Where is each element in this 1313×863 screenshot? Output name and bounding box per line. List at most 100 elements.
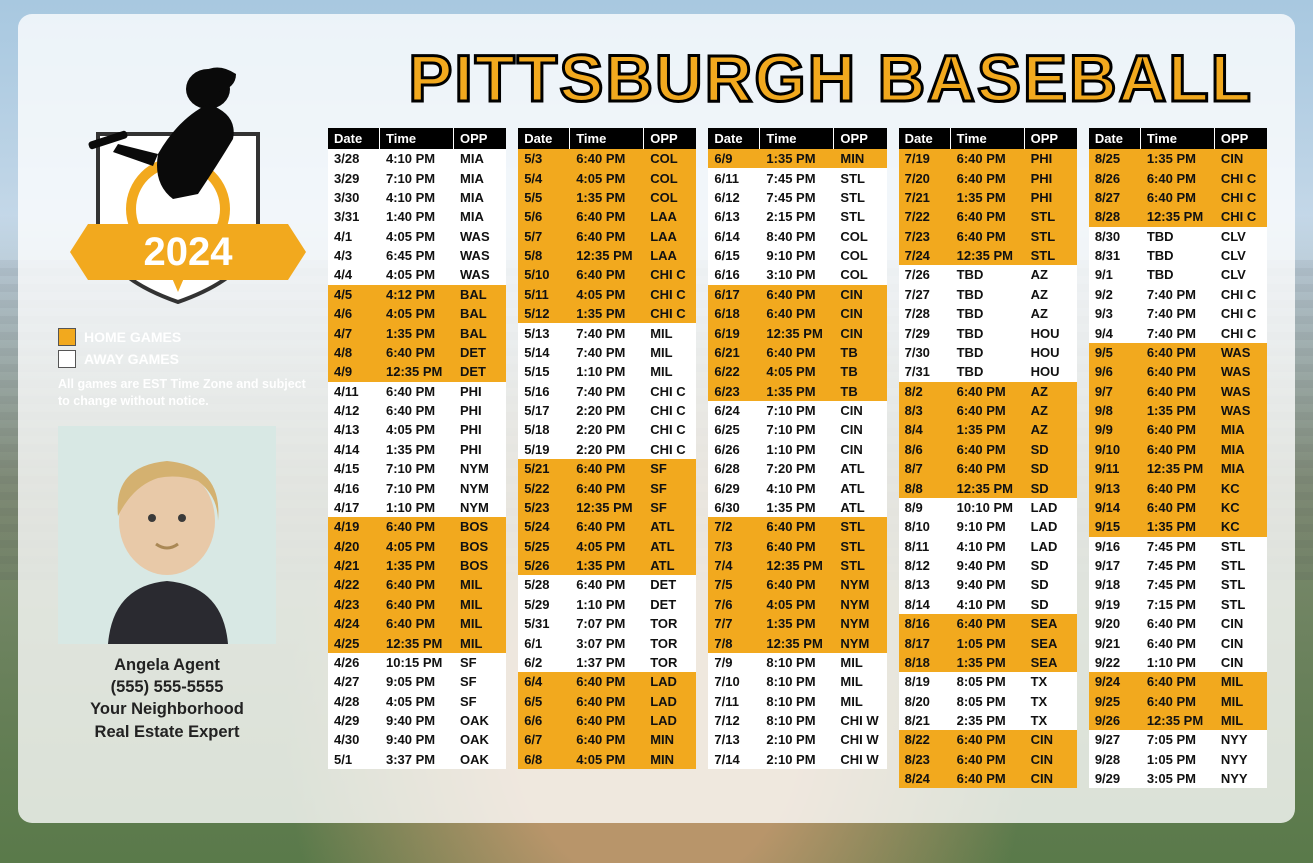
game-time: 4:10 PM — [760, 478, 834, 497]
game-date: 9/18 — [1089, 575, 1141, 594]
game-time: TBD — [951, 343, 1025, 362]
game-opp: CHI C — [1215, 168, 1267, 187]
game-date: 5/19 — [518, 440, 570, 459]
game-time: 8:10 PM — [760, 653, 834, 672]
game-row: 7/236:40 PMSTL — [899, 227, 1077, 246]
game-time: 12:35 PM — [951, 478, 1025, 497]
game-opp: MIL — [454, 614, 506, 633]
game-date: 6/2 — [518, 653, 570, 672]
game-row: 7/412:35 PMSTL — [708, 556, 886, 575]
game-opp: LAD — [1025, 517, 1077, 536]
game-row: 9/1TBDCLV — [1089, 265, 1267, 284]
game-date: 7/9 — [708, 653, 760, 672]
game-row: 8/266:40 PMCHI C — [1089, 168, 1267, 187]
schedule-column: DateTimeOPP5/36:40 PMCOL5/44:05 PMCOL5/5… — [518, 128, 696, 805]
left-column: 2024 HOME GAMES AWAY GAMES All games are… — [58, 44, 318, 743]
game-row: 6/1912:35 PMCIN — [708, 323, 886, 342]
schedule-rows: 7/196:40 PMPHI7/206:40 PMPHI7/211:35 PMP… — [899, 149, 1077, 788]
game-opp: CHI C — [1215, 207, 1267, 226]
game-row: 4/14:05 PMWAS — [328, 227, 506, 246]
game-row: 9/66:40 PMWAS — [1089, 362, 1267, 381]
game-row: 6/76:40 PMMIN — [518, 730, 696, 749]
game-row: 4/157:10 PMNYM — [328, 459, 506, 478]
game-date: 7/30 — [899, 343, 951, 362]
game-opp: CIN — [1215, 653, 1267, 672]
game-date: 8/20 — [899, 692, 951, 711]
game-time: 1:10 PM — [760, 440, 834, 459]
game-row: 4/54:12 PMBAL — [328, 285, 506, 304]
game-opp: CIN — [834, 323, 886, 342]
game-date: 4/23 — [328, 595, 380, 614]
game-date: 4/19 — [328, 517, 380, 536]
game-opp: HOU — [1025, 362, 1077, 381]
game-opp: OAK — [454, 711, 506, 730]
game-opp: PHI — [1025, 168, 1077, 187]
game-time: TBD — [951, 323, 1025, 342]
game-date: 6/29 — [708, 478, 760, 497]
game-opp: CHI C — [1215, 304, 1267, 323]
game-date: 9/5 — [1089, 343, 1141, 362]
game-date: 9/19 — [1089, 595, 1141, 614]
game-opp: MIL — [454, 633, 506, 652]
game-date: 4/13 — [328, 420, 380, 439]
game-row: 7/196:40 PMPHI — [899, 149, 1077, 168]
game-time: 3:10 PM — [760, 265, 834, 284]
game-opp: COL — [644, 188, 696, 207]
game-opp: WAS — [454, 227, 506, 246]
game-time: 6:40 PM — [951, 750, 1025, 769]
game-date: 5/10 — [518, 265, 570, 284]
game-date: 8/23 — [899, 750, 951, 769]
game-date: 5/21 — [518, 459, 570, 478]
game-row: 8/812:35 PMSD — [899, 478, 1077, 497]
game-row: 7/36:40 PMSTL — [708, 537, 886, 556]
game-date: 7/21 — [899, 188, 951, 207]
game-opp: HOU — [1025, 323, 1077, 342]
game-time: 4:05 PM — [570, 285, 644, 304]
game-time: 6:40 PM — [951, 168, 1025, 187]
game-date: 6/18 — [708, 304, 760, 323]
game-time: 4:10 PM — [951, 537, 1025, 556]
game-time: 6:40 PM — [380, 595, 454, 614]
game-time: TBD — [951, 285, 1025, 304]
game-row: 5/286:40 PMDET — [518, 575, 696, 594]
game-time: 4:12 PM — [380, 285, 454, 304]
game-time: 7:10 PM — [380, 459, 454, 478]
game-row: 9/256:40 PMMIL — [1089, 692, 1267, 711]
game-date: 6/4 — [518, 672, 570, 691]
game-row: 7/71:35 PMNYM — [708, 614, 886, 633]
game-row: 8/66:40 PMSD — [899, 440, 1077, 459]
game-row: 6/287:20 PMATL — [708, 459, 886, 478]
game-row: 8/31TBDCLV — [1089, 246, 1267, 265]
game-date: 7/13 — [708, 730, 760, 749]
game-row: 6/132:15 PMSTL — [708, 207, 886, 226]
game-opp: STL — [1025, 227, 1077, 246]
game-time: 12:35 PM — [1141, 207, 1215, 226]
game-row: 6/261:10 PMCIN — [708, 440, 886, 459]
game-row: 4/126:40 PMPHI — [328, 401, 506, 420]
game-row: 9/96:40 PMMIA — [1089, 420, 1267, 439]
schedule-card: PITTSBURGH BASEBALL 2024 — [18, 14, 1295, 823]
game-date: 6/5 — [518, 692, 570, 711]
game-time: 8:10 PM — [760, 711, 834, 730]
game-row: 6/247:10 PMCIN — [708, 401, 886, 420]
game-time: 6:40 PM — [380, 343, 454, 362]
game-time: 6:40 PM — [951, 614, 1025, 633]
game-opp: LAD — [1025, 537, 1077, 556]
game-time: 6:40 PM — [570, 265, 644, 284]
game-time: 12:35 PM — [760, 556, 834, 575]
game-opp: MIA — [454, 168, 506, 187]
game-date: 7/19 — [899, 149, 951, 168]
game-opp: CHI C — [644, 401, 696, 420]
game-row: 6/84:05 PMMIN — [518, 750, 696, 769]
game-date: 8/28 — [1089, 207, 1141, 226]
game-date: 4/6 — [328, 304, 380, 323]
game-time: 6:40 PM — [570, 711, 644, 730]
game-row: 8/139:40 PMSD — [899, 575, 1077, 594]
game-time: 6:40 PM — [570, 730, 644, 749]
game-date: 9/9 — [1089, 420, 1141, 439]
game-opp: NYM — [834, 633, 886, 652]
game-time: 6:45 PM — [380, 246, 454, 265]
game-date: 5/6 — [518, 207, 570, 226]
game-time: 6:40 PM — [380, 614, 454, 633]
game-row: 5/66:40 PMLAA — [518, 207, 696, 226]
